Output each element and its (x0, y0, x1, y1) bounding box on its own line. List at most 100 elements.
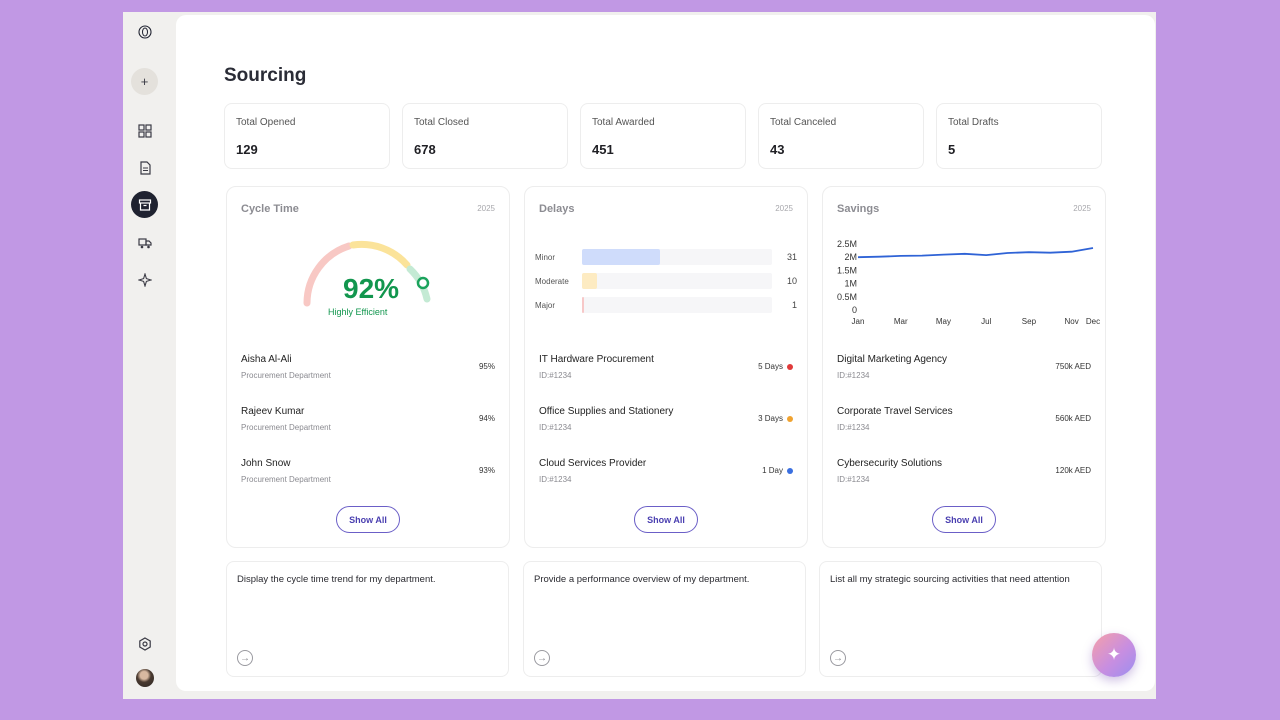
sidebar: + (123, 12, 173, 699)
prompt-text: List all my strategic sourcing activitie… (830, 574, 1070, 585)
list-item[interactable]: Rajeev Kumar Procurement Department 94% (241, 406, 495, 440)
delay-days: 1 Day (762, 466, 783, 475)
bar-track (582, 297, 772, 313)
sparkle-icon[interactable] (131, 266, 158, 293)
bar-value: 1 (791, 300, 797, 310)
vendor-id: ID:#1234 (837, 475, 870, 484)
employee-dept: Procurement Department (241, 475, 331, 484)
y-tick-label: 1.5M (837, 265, 857, 275)
vendor-name: Digital Marketing Agency (837, 354, 948, 365)
list-item[interactable]: Office Supplies and Stationery ID:#1234 … (539, 406, 793, 440)
list-item[interactable]: Corporate Travel Services ID:#1234 560k … (837, 406, 1091, 440)
stat-value: 43 (770, 142, 785, 157)
sparkle-icon: ✦ (1106, 645, 1122, 664)
x-tick-label: Mar (894, 317, 908, 326)
ai-assistant-button[interactable]: ✦ (1092, 633, 1136, 677)
vendor-name: Cybersecurity Solutions (837, 458, 943, 469)
employee-score: 93% (478, 466, 495, 475)
stat-value: 5 (948, 142, 956, 157)
arrow-right-icon[interactable]: → (534, 650, 550, 666)
avatar[interactable] (136, 669, 154, 687)
employee-score: 94% (478, 414, 495, 423)
panel-title: Delays (539, 203, 575, 215)
bar-fill (582, 249, 660, 265)
panel-year: 2025 (477, 204, 495, 213)
delay-days: 3 Days (758, 414, 783, 423)
list-item[interactable]: John Snow Procurement Department 93% (241, 458, 495, 492)
stat-value: 129 (236, 142, 258, 157)
employee-name: Aisha Al-Ali (241, 354, 292, 365)
show-all-button[interactable]: Show All (634, 506, 698, 533)
list-item[interactable]: IT Hardware Procurement ID:#1234 5 Days (539, 354, 793, 388)
savings-value: 560k AED (1055, 414, 1091, 423)
status-dot (787, 415, 793, 422)
panel-year: 2025 (775, 204, 793, 213)
prompt-card[interactable]: List all my strategic sourcing activitie… (819, 561, 1102, 677)
settings-icon[interactable] (131, 630, 158, 657)
document-icon[interactable] (131, 154, 158, 181)
list-item[interactable]: Digital Marketing Agency ID:#1234 750k A… (837, 354, 1091, 388)
plus-icon[interactable]: + (131, 68, 158, 95)
prompt-card[interactable]: Provide a performance overview of my dep… (523, 561, 806, 677)
delay-bar-minor: Minor 31 (535, 249, 797, 265)
activity-id: ID:#1234 (539, 423, 572, 432)
delay-value: 3 Days (758, 414, 793, 423)
activity-id: ID:#1234 (539, 371, 572, 380)
gauge-percent: 92% (343, 273, 400, 304)
savings-series-line (857, 247, 1094, 259)
panel-title: Savings (837, 203, 880, 215)
bar-value: 31 (786, 252, 797, 262)
delays-panel: Delays 2025 Minor 31 Moderate 10 Major 1… (524, 186, 808, 548)
archive-icon[interactable] (131, 191, 158, 218)
truck-icon[interactable] (131, 229, 158, 256)
bar-track (582, 273, 772, 289)
activity-name: Cloud Services Provider (539, 458, 647, 469)
savings-value: 750k AED (1055, 362, 1091, 371)
app-window: + Sourcing Total Opened 129 Total Closed… (123, 12, 1156, 699)
employee-name: John Snow (241, 458, 291, 469)
bar-value: 10 (786, 276, 797, 286)
delay-bar-moderate: Moderate 10 (535, 273, 797, 289)
delay-bar-major: Major 1 (535, 297, 797, 313)
show-all-button[interactable]: Show All (336, 506, 400, 533)
stat-label: Total Awarded (592, 117, 655, 128)
gauge-status: Highly Efficient (328, 307, 388, 317)
x-tick-label: Nov (1065, 317, 1079, 326)
x-tick-label: Jul (981, 317, 991, 326)
y-tick-label: 0 (852, 305, 857, 315)
stat-label: Total Drafts (948, 117, 999, 128)
savings-line-chart: 2.5M 2M 1.5M 1M 0.5M 0 Jan Mar May Jul Sep Nov Dec (837, 239, 1100, 326)
list-item[interactable]: Aisha Al-Ali Procurement Department 95% (241, 354, 495, 388)
show-all-button[interactable]: Show All (932, 506, 996, 533)
employee-name: Rajeev Kumar (241, 406, 305, 417)
y-tick-label: 0.5M (837, 292, 857, 302)
delay-value: 5 Days (758, 362, 793, 371)
arrow-right-icon[interactable]: → (830, 650, 846, 666)
bar-label: Minor (535, 252, 556, 262)
y-tick-label: 1M (844, 279, 857, 289)
bar-label: Moderate (535, 276, 569, 286)
list-item[interactable]: Cloud Services Provider ID:#1234 1 Day (539, 458, 793, 492)
list-item[interactable]: Cybersecurity Solutions ID:#1234 120k AE… (837, 458, 1091, 492)
activity-id: ID:#1234 (539, 475, 572, 484)
status-dot (787, 467, 793, 474)
stat-card-awarded: Total Awarded 451 (580, 103, 746, 169)
x-tick-label: Jan (852, 317, 865, 326)
delay-value: 1 Day (762, 466, 793, 475)
prompt-card[interactable]: Display the cycle time trend for my depa… (226, 561, 509, 677)
logo-icon[interactable] (131, 18, 159, 46)
grid-icon[interactable] (131, 117, 158, 144)
arrow-right-icon[interactable]: → (237, 650, 253, 666)
x-tick-label: May (936, 317, 951, 326)
bar-label: Major (535, 300, 556, 310)
panel-year: 2025 (1073, 204, 1091, 213)
status-dot (787, 363, 793, 370)
employee-dept: Procurement Department (241, 423, 331, 432)
delay-days: 5 Days (758, 362, 783, 371)
stat-card-closed: Total Closed 678 (402, 103, 568, 169)
bar-fill (582, 297, 584, 313)
stat-label: Total Opened (236, 117, 296, 128)
stat-value: 451 (592, 142, 614, 157)
y-tick-label: 2M (844, 252, 857, 262)
vendor-id: ID:#1234 (837, 423, 870, 432)
